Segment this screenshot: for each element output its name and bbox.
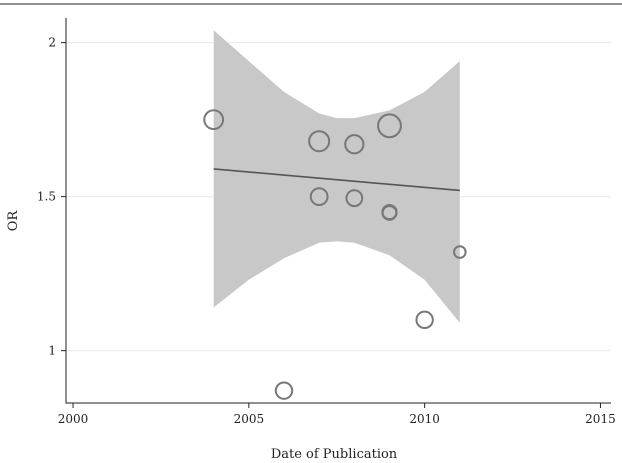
fit-line [213, 168, 460, 192]
data-point-1 [274, 381, 294, 400]
data-points [203, 109, 467, 400]
x-axis-title: Date of Publication [271, 447, 398, 462]
x-tick-label-1: 2005 [234, 412, 265, 426]
data-point-3 [309, 187, 329, 207]
data-point-4 [344, 134, 365, 155]
y-axis-title: OR [6, 210, 21, 232]
data-point-2 [308, 130, 331, 153]
data-point-9 [415, 310, 434, 330]
axes [61, 18, 611, 408]
y-tick-label-0: 1 [48, 344, 56, 358]
tick-labels: 2000 2005 2010 2015 1 1.5 2 [37, 36, 616, 426]
data-point-8 [381, 205, 398, 221]
x-tick-label-0: 2000 [58, 412, 89, 426]
confidence-band [213, 30, 460, 323]
y-tick-label-2: 2 [48, 36, 56, 50]
data-point-5 [345, 189, 364, 208]
x-tick-label-3: 2015 [585, 412, 616, 426]
data-point-6 [377, 113, 402, 139]
y-tick-label-1: 1.5 [37, 190, 56, 204]
x-tick-label-2: 2010 [409, 412, 440, 426]
data-point-0 [203, 109, 225, 131]
data-point-10 [453, 245, 467, 259]
